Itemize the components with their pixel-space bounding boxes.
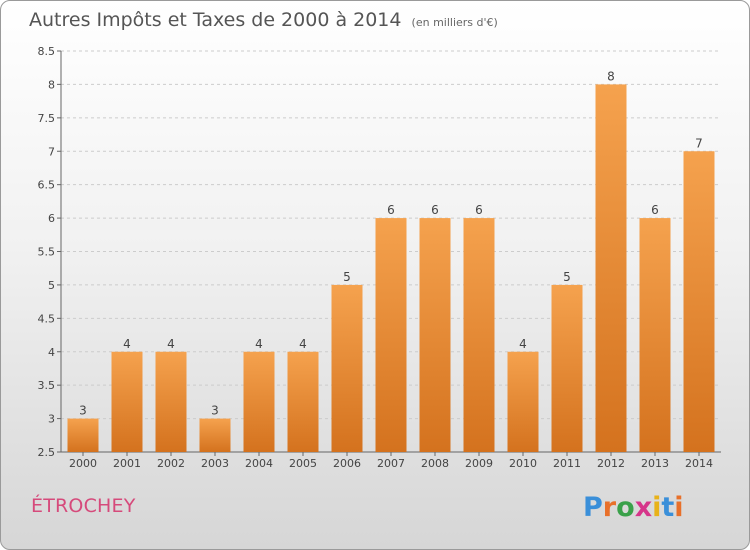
x-tick-label: 2005 bbox=[289, 457, 317, 470]
y-tick-label: 8.5 bbox=[38, 45, 56, 58]
chart-title-text: Autres Impôts et Taxes de 2000 à 2014 bbox=[29, 9, 402, 31]
x-tick-label: 2000 bbox=[69, 457, 97, 470]
y-tick-label: 3 bbox=[48, 413, 55, 426]
y-tick-label: 7 bbox=[48, 145, 55, 158]
y-tick-label: 8 bbox=[48, 78, 55, 91]
x-tick-label: 2014 bbox=[685, 457, 713, 470]
bar bbox=[111, 351, 143, 452]
bar bbox=[287, 351, 319, 452]
data-label: 8 bbox=[607, 69, 615, 83]
x-tick-label: 2004 bbox=[245, 457, 273, 470]
data-label: 6 bbox=[651, 203, 659, 217]
y-tick-label: 2.5 bbox=[38, 446, 56, 459]
data-label: 6 bbox=[431, 203, 439, 217]
axes: 2.5 3 3.5 4 4.5 5 5.5 6 6.5 7 7.5 8 8.5 2000 2001 2002 2… bbox=[38, 45, 721, 470]
y-tick-label: 3.5 bbox=[38, 379, 56, 392]
bars bbox=[67, 84, 715, 453]
x-tick-label: 2007 bbox=[377, 457, 405, 470]
y-tick-label: 7.5 bbox=[38, 112, 56, 125]
data-label: 5 bbox=[343, 270, 351, 284]
y-tick-label: 6 bbox=[48, 212, 55, 225]
data-label: 4 bbox=[167, 337, 175, 351]
data-label: 5 bbox=[563, 270, 571, 284]
data-label: 6 bbox=[475, 203, 483, 217]
x-tick-label: 2012 bbox=[597, 457, 625, 470]
bar bbox=[199, 418, 231, 452]
proxiti-logo: Proxiti bbox=[583, 492, 684, 523]
bar bbox=[375, 218, 407, 452]
bar bbox=[155, 351, 187, 452]
bar bbox=[67, 418, 99, 452]
x-tick-label: 2002 bbox=[157, 457, 185, 470]
bar bbox=[419, 218, 451, 452]
data-label: 3 bbox=[211, 404, 219, 418]
y-tick-label: 4 bbox=[48, 346, 55, 359]
data-label: 4 bbox=[255, 337, 263, 351]
commune-name: ÉTROCHEY bbox=[31, 495, 136, 517]
y-tick-label: 5.5 bbox=[38, 246, 56, 259]
x-tick-label: 2010 bbox=[509, 457, 537, 470]
bar bbox=[463, 218, 495, 452]
unit-label: (en milliers d'€) bbox=[411, 16, 498, 29]
bar bbox=[639, 218, 671, 452]
x-tick-label: 2003 bbox=[201, 457, 229, 470]
y-tick-label: 6.5 bbox=[38, 179, 56, 192]
x-tick-label: 2001 bbox=[113, 457, 141, 470]
data-label: 3 bbox=[79, 404, 87, 418]
svg-text:Proxiti: Proxiti bbox=[583, 492, 684, 523]
x-tick-label: 2009 bbox=[465, 457, 493, 470]
bar bbox=[683, 151, 715, 452]
bar bbox=[551, 284, 583, 452]
x-tick-label: 2011 bbox=[553, 457, 581, 470]
data-label: 4 bbox=[519, 337, 527, 351]
x-tick-label: 2006 bbox=[333, 457, 361, 470]
chart-title: Autres Impôts et Taxes de 2000 à 2014 (e… bbox=[29, 9, 498, 31]
labels: 3 4 4 3 4 4 5 6 6 6 4 5 8 6 7 bbox=[79, 69, 703, 417]
bar bbox=[507, 351, 539, 452]
data-label: 6 bbox=[387, 203, 395, 217]
x-tick-label: 2008 bbox=[421, 457, 449, 470]
x-tick-label: 2013 bbox=[641, 457, 669, 470]
bar bbox=[595, 84, 627, 453]
y-tick-label: 5 bbox=[48, 279, 55, 292]
bar bbox=[243, 351, 275, 452]
data-label: 4 bbox=[123, 337, 131, 351]
bar bbox=[331, 284, 363, 452]
y-tick-label: 4.5 bbox=[38, 312, 56, 325]
data-label: 4 bbox=[299, 337, 307, 351]
data-label: 7 bbox=[695, 136, 703, 150]
